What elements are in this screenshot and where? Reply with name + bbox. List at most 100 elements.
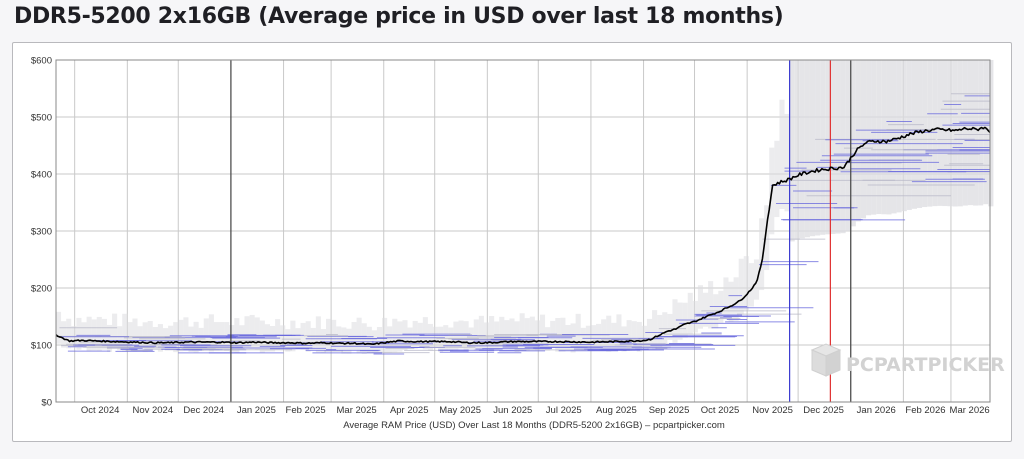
range-band-strip <box>626 320 632 351</box>
range-band-strip <box>646 318 653 349</box>
watermark-text: PCPARTPICKER <box>846 354 1005 376</box>
range-band-strip <box>641 325 647 348</box>
x-tick-label: Jan 2025 <box>237 405 276 416</box>
range-band-strip <box>815 60 821 236</box>
range-band-strip <box>759 218 765 291</box>
range-band-strip <box>667 313 673 340</box>
axes <box>55 59 991 403</box>
range-band-strip <box>927 60 933 207</box>
x-tick-label: Oct 2024 <box>81 405 120 416</box>
x-tick-label: Feb 2026 <box>905 405 945 416</box>
range-band-strip <box>499 316 505 349</box>
range-band-strip <box>916 60 923 208</box>
range-band-strip <box>794 60 800 240</box>
range-band-strip <box>514 321 520 353</box>
range-band-strip <box>652 310 658 350</box>
range-band-strip <box>280 325 286 349</box>
range-band-strip <box>590 325 597 350</box>
range-band-strip <box>101 318 107 350</box>
range-band-strip <box>703 292 709 327</box>
y-tick-label: $600 <box>31 56 52 67</box>
range-band-strip <box>779 99 785 210</box>
range-band-strip <box>978 60 984 206</box>
range-band-strip <box>733 277 739 321</box>
range-band-strip <box>606 315 612 352</box>
range-band-strip <box>886 60 892 215</box>
x-axis-ticks: Oct 2024 Nov 2024 Dec 2024 Jan 2025 Feb 2025… <box>81 405 990 416</box>
range-band-strip <box>672 299 678 343</box>
range-band-strip <box>596 323 602 349</box>
range-band-strip <box>336 326 342 350</box>
x-tick-label: Jun 2025 <box>493 405 532 416</box>
range-band-strip <box>295 328 301 349</box>
range-band-strip <box>132 318 138 352</box>
x-tick-label: Feb 2025 <box>286 405 326 416</box>
range-band-strip <box>575 313 581 351</box>
range-band-strip <box>697 285 704 329</box>
range-band-strip <box>723 277 729 320</box>
range-band-strip <box>61 321 67 348</box>
range-band-strip <box>983 60 989 205</box>
range-band-strip <box>973 60 979 206</box>
y-axis-ticks: $0 $100 $200 $300 $400 $500 $600 <box>31 56 52 409</box>
vertical-markers <box>230 60 852 402</box>
range-band-strip <box>636 321 642 352</box>
x-tick-label: Aug 2025 <box>596 405 637 416</box>
range-band-strip <box>922 60 928 208</box>
range-band-strip <box>244 316 250 349</box>
range-band-strip <box>616 314 622 350</box>
range-band-strip <box>453 321 459 351</box>
range-band-strip <box>397 321 403 352</box>
range-band-strip <box>753 259 760 300</box>
range-band-strip <box>285 329 291 352</box>
range-band-strip <box>438 326 444 353</box>
range-band-strip <box>743 256 749 311</box>
range-band-strip <box>809 60 816 237</box>
x-tick-label: Nov 2025 <box>752 405 793 416</box>
range-band-strip <box>529 316 535 349</box>
range-band-strip <box>585 325 591 350</box>
page-title: DDR5-5200 2x16GB (Average price in USD o… <box>14 4 784 29</box>
x-tick-label: Dec 2024 <box>183 405 224 416</box>
range-band-strip <box>789 60 795 242</box>
range-band-strip <box>463 321 469 352</box>
range-band-strip <box>774 140 780 218</box>
range-band-strip <box>183 317 189 350</box>
pcpartpicker-box-logo-icon <box>810 343 842 377</box>
x-tick-label: Jul 2025 <box>546 405 582 416</box>
range-band-strip <box>117 326 123 351</box>
range-band-strip <box>376 327 383 353</box>
range-band-strip <box>539 314 546 349</box>
range-band-strip <box>962 60 968 206</box>
x-axis-label: Average RAM Price (USD) Over Last 18 Mon… <box>343 420 725 431</box>
range-band-strip <box>422 317 428 350</box>
y-tick-label: $300 <box>31 227 52 238</box>
range-band-strip <box>932 60 938 207</box>
range-band-strip <box>56 311 62 344</box>
range-band-strip <box>570 323 576 353</box>
range-band-strip <box>611 322 617 351</box>
range-band-strip <box>764 205 770 271</box>
range-band-strip <box>203 318 209 350</box>
range-band-strip <box>275 319 281 350</box>
range-band-strip <box>708 281 714 329</box>
range-band-strip <box>106 324 113 352</box>
range-band-strip <box>881 60 887 215</box>
y-tick-label: $100 <box>31 341 52 352</box>
range-band-strip <box>122 313 128 352</box>
range-band-strip <box>489 316 495 352</box>
range-band-strip <box>784 113 790 212</box>
range-band-strip <box>957 60 963 207</box>
price-range-band <box>56 60 994 354</box>
range-band-strip <box>799 60 805 239</box>
x-tick-label: Nov 2024 <box>132 405 173 416</box>
y-tick-label: $0 <box>41 398 52 409</box>
range-band-strip <box>96 316 102 352</box>
range-band-strip <box>804 60 810 238</box>
range-band-strip <box>876 60 882 215</box>
x-tick-label: May 2025 <box>439 405 481 416</box>
plot-frame <box>55 59 991 403</box>
range-band-strip <box>728 281 734 322</box>
range-band-strip <box>478 315 484 351</box>
